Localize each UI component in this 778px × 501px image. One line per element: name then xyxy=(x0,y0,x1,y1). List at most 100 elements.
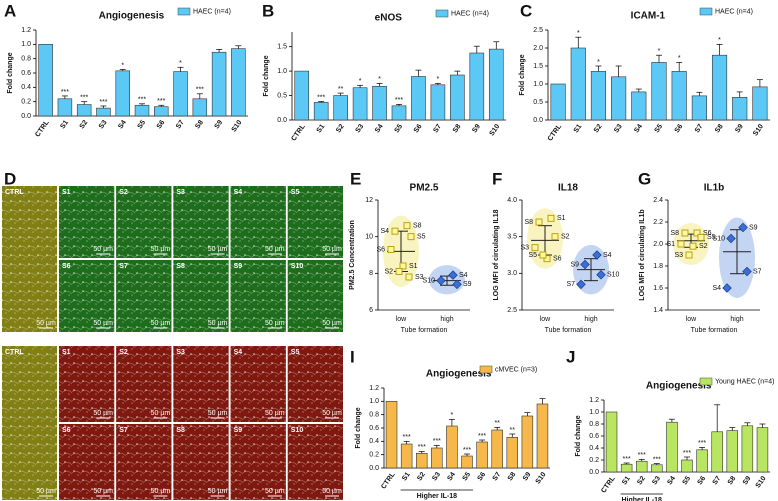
chart-title: PM2.5 xyxy=(410,183,439,194)
point xyxy=(689,242,697,250)
bar xyxy=(411,76,426,121)
significance: * xyxy=(577,30,580,37)
y-axis-label: Fold change xyxy=(519,54,526,95)
legend-label: HAEC (n=4) xyxy=(715,8,753,15)
significance: *** xyxy=(638,452,646,459)
y-axis-label: LOG MFI of circulating IL18 xyxy=(493,209,500,300)
x-tick-label: S5 xyxy=(682,475,693,486)
y-axis-label: Fold change xyxy=(7,52,14,93)
x-tick-label: S8 xyxy=(507,471,518,482)
significance: *** xyxy=(99,99,107,106)
bar xyxy=(134,104,150,117)
x-tick-label: S6 xyxy=(413,123,424,134)
y-tick-label: 3.0 xyxy=(507,270,517,277)
x-tick-label: S8 xyxy=(727,475,738,486)
y-tick-label: 1.2 xyxy=(589,397,599,404)
point xyxy=(535,218,543,226)
point xyxy=(543,255,551,263)
bar xyxy=(550,83,566,121)
panel-letter: E xyxy=(350,169,361,188)
point xyxy=(395,268,403,275)
x-tick-label: CTRL xyxy=(380,471,397,491)
point-label: S9 xyxy=(463,281,472,288)
bar xyxy=(620,463,633,473)
panel-letter: A xyxy=(4,1,16,20)
significance: * xyxy=(678,55,681,62)
bar xyxy=(372,85,387,121)
point-label: S6 xyxy=(376,246,385,253)
x-tick-label: S4 xyxy=(117,119,128,130)
y-tick-label: 1.0 xyxy=(533,81,543,88)
bar xyxy=(476,441,488,469)
bar xyxy=(38,44,53,117)
point-label: S5 xyxy=(417,234,426,241)
x-tick-label: S5 xyxy=(394,123,405,134)
bar xyxy=(431,447,443,469)
point xyxy=(391,227,399,235)
x-tick-label: S2 xyxy=(335,123,346,134)
tile-label: S9 xyxy=(234,263,243,270)
panel-letter: G xyxy=(638,169,651,188)
legend-swatch xyxy=(435,9,449,18)
x-tick-label: S7 xyxy=(694,123,705,134)
tile-label: S10 xyxy=(291,263,304,270)
point xyxy=(407,233,415,241)
x-tick-label: S10 xyxy=(489,123,502,137)
bar xyxy=(631,91,647,121)
point-label: S4 xyxy=(603,252,612,259)
legend-swatch xyxy=(699,377,713,386)
tile-label: S2 xyxy=(119,349,128,356)
tile-label: S5 xyxy=(291,189,300,196)
micrograph-texture xyxy=(2,346,57,500)
significance: * xyxy=(378,76,381,83)
significance: *** xyxy=(623,456,631,463)
point-label: S3 xyxy=(520,245,529,252)
x-tick-label: S3 xyxy=(98,119,109,130)
y-tick-label: 0.8 xyxy=(21,56,31,63)
legend-label: HAEC (n=4) xyxy=(193,8,231,15)
bar xyxy=(536,403,549,469)
bar xyxy=(96,107,111,117)
point-label: S4 xyxy=(712,285,721,292)
tile-label: CTRL xyxy=(5,189,24,196)
point-label: S2 xyxy=(699,243,708,250)
scale-label: 50 µm xyxy=(322,488,342,495)
scale-label: 50 µm xyxy=(265,410,285,417)
y-tick-label: 0.6 xyxy=(589,433,599,440)
significance: *** xyxy=(403,434,411,441)
x-tick-label: S4 xyxy=(666,475,677,486)
x-tick-label: S9 xyxy=(734,123,745,134)
x-tick-label: CTRL xyxy=(290,123,307,143)
x-tick-label: S5 xyxy=(137,119,148,130)
point xyxy=(738,222,748,233)
x-tick-label: S9 xyxy=(471,123,482,134)
point-label: S10 xyxy=(713,235,726,242)
x-tick-label: S1 xyxy=(316,123,327,134)
significance: *** xyxy=(157,98,165,105)
tile-label: S9 xyxy=(234,427,243,434)
bracket-label: Higher IL-18 xyxy=(417,493,458,500)
x-tick-label: S1 xyxy=(573,123,584,134)
tile-label: S4 xyxy=(234,189,243,196)
x-tick-label: S3 xyxy=(651,475,662,486)
point-label: S5 xyxy=(707,234,716,241)
bar xyxy=(691,95,707,121)
x-tick-label: S6 xyxy=(156,119,167,130)
bar xyxy=(488,48,504,121)
panel-letter: B xyxy=(262,1,274,20)
tile-label: S3 xyxy=(176,189,185,196)
tile-label: S3 xyxy=(176,349,185,356)
significance: ** xyxy=(338,86,344,93)
chart-title: eNOS xyxy=(375,13,403,24)
scale-label: 50 µm xyxy=(36,488,56,495)
tile-label: S7 xyxy=(119,427,128,434)
significance: *** xyxy=(478,433,486,440)
bar xyxy=(231,48,246,117)
x-tick-label: S5 xyxy=(462,471,473,482)
y-tick-label: 10 xyxy=(365,234,373,241)
point xyxy=(576,279,586,290)
tile-label: S2 xyxy=(119,189,128,196)
bar xyxy=(651,464,663,473)
bar xyxy=(671,71,687,121)
y-tick-label: 8 xyxy=(369,270,373,277)
